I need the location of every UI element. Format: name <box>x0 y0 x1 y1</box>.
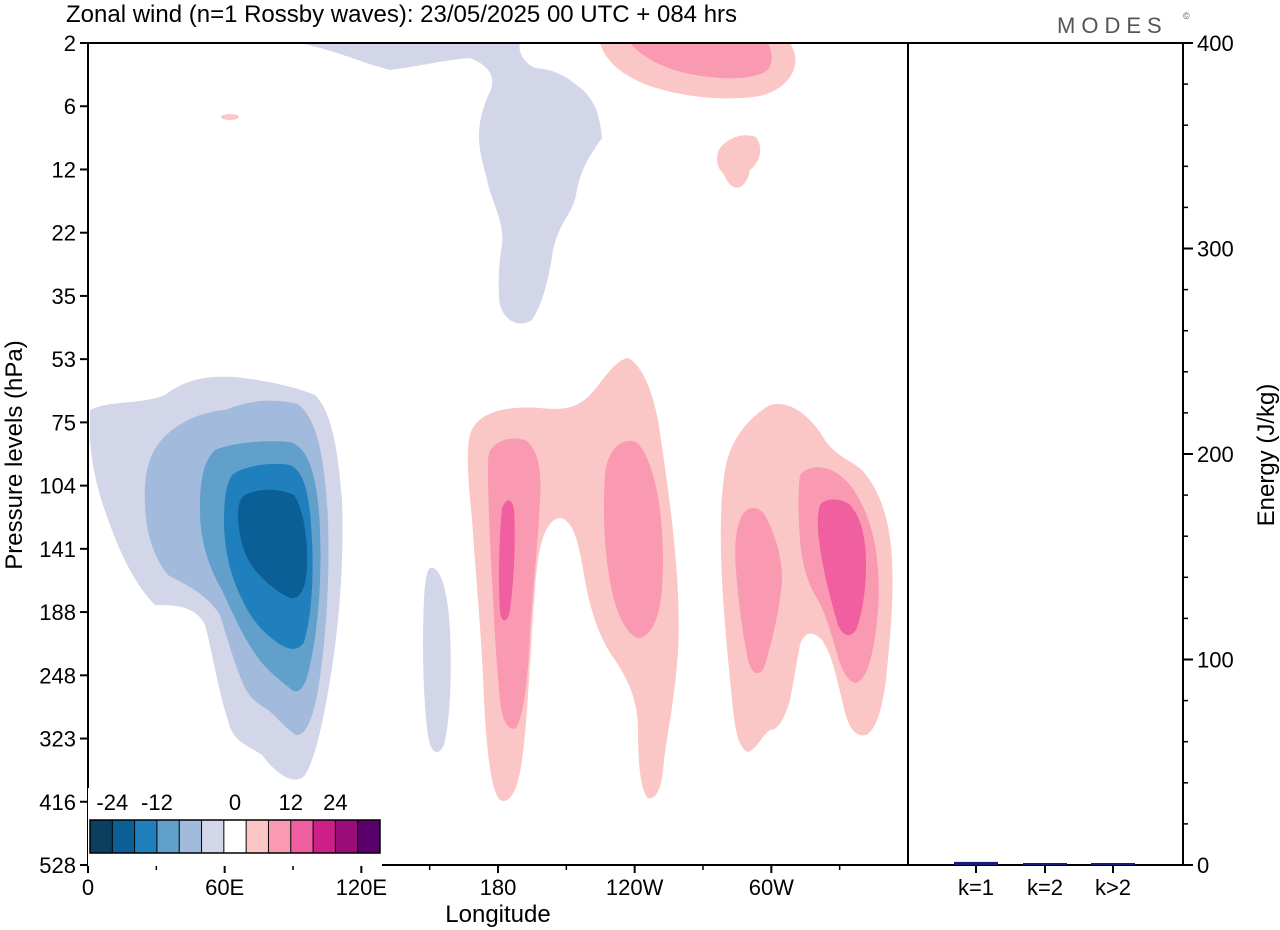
energy-category-label: k=2 <box>1027 875 1063 900</box>
contour-positive-east-l2a <box>735 508 782 674</box>
longitude-axis: 0 60E 120E 180 120W 60W <box>82 865 841 900</box>
energy-panel-frame <box>907 42 1184 866</box>
x-axis-title: Longitude <box>445 901 550 928</box>
energy-tick-label: 0 <box>1197 853 1209 878</box>
colorbar-label: -24 <box>96 790 128 815</box>
colorbar: -24 -12 0 12 24 <box>88 788 382 866</box>
colorbar-swatch <box>201 820 225 853</box>
pressure-axis: 2 6 12 22 35 53 75 104 141 188 248 323 416 528 <box>39 31 88 878</box>
energy-axis: 0 100 200 300 400 <box>1183 31 1234 878</box>
pressure-tick-label: 53 <box>52 347 76 372</box>
colorbar-swatch <box>313 820 336 853</box>
pressure-tick-label: 528 <box>39 853 76 878</box>
longitude-tick-label: 120E <box>336 875 387 900</box>
longitude-tick-label: 180 <box>480 875 517 900</box>
brand-copyright-mark: © <box>1183 11 1190 21</box>
pressure-tick-label: 248 <box>39 663 76 688</box>
contour-positive-180-l2b <box>604 440 663 638</box>
colorbar-label: 24 <box>323 790 347 815</box>
colorbar-swatch <box>179 820 203 853</box>
colorbar-swatch <box>357 820 381 853</box>
pressure-tick-label: 104 <box>39 474 76 499</box>
energy-bar <box>1091 863 1135 865</box>
colorbar-swatch <box>335 820 359 853</box>
contour-positive-180-l2a <box>488 438 541 729</box>
colorbar-label: -12 <box>141 790 173 815</box>
contour-positive-speck <box>221 114 239 120</box>
longitude-tick-label: 120W <box>606 875 664 900</box>
contour-positive-east-l3 <box>817 499 866 636</box>
energy-tick-label: 200 <box>1197 442 1234 467</box>
energy-category-label: k=1 <box>958 875 994 900</box>
contour-positive-180-l3 <box>498 500 515 621</box>
chart-title: Zonal wind (n=1 Rossby waves): 23/05/202… <box>66 1 737 28</box>
energy-tick-label: 400 <box>1197 31 1234 56</box>
pressure-tick-label: 6 <box>64 94 76 119</box>
colorbar-swatch <box>268 820 292 853</box>
colorbar-label: 0 <box>229 790 241 815</box>
contour-positive-small <box>717 135 761 188</box>
longitude-tick-label: 0 <box>82 875 94 900</box>
energy-bar <box>1023 863 1067 865</box>
pressure-tick-label: 12 <box>52 157 76 182</box>
colorbar-swatch <box>156 820 180 853</box>
colorbar-frame <box>89 819 381 854</box>
pressure-tick-label: 416 <box>39 790 76 815</box>
colorbar-swatch <box>223 820 247 853</box>
energy-tick-label: 100 <box>1197 648 1234 673</box>
colorbar-swatch <box>246 820 269 853</box>
pressure-tick-label: 188 <box>39 600 76 625</box>
contour-negative-upper-tongue <box>300 43 602 324</box>
energy-bars: k=1 k=2 k>2 <box>954 861 1135 900</box>
longitude-tick-label: 60E <box>205 875 244 900</box>
contour-negative-west-l5 <box>238 489 308 599</box>
pressure-tick-label: 22 <box>52 221 76 246</box>
colorbar-swatch <box>290 820 314 853</box>
energy-category-label: k>2 <box>1095 875 1131 900</box>
energy-bar <box>954 861 998 865</box>
pressure-tick-label: 35 <box>52 284 76 309</box>
pressure-tick-label: 141 <box>39 537 76 562</box>
colorbar-swatch <box>90 820 113 853</box>
colorbar-label: 12 <box>279 790 303 815</box>
contour-plot-area <box>90 43 893 865</box>
y-axis-title: Pressure levels (hPa) <box>1 340 28 569</box>
brand-logo: MODES <box>1057 13 1168 38</box>
energy-tick-label: 300 <box>1197 237 1234 262</box>
longitude-tick-label: 60W <box>749 875 794 900</box>
pressure-tick-label: 75 <box>52 410 76 435</box>
colorbar-swatch <box>112 820 136 853</box>
contour-positive-upper-l2 <box>630 43 772 79</box>
colorbar-swatch <box>134 820 158 853</box>
energy-axis-title: Energy (J/kg) <box>1253 384 1280 527</box>
contour-negative-sliver <box>423 567 451 753</box>
pressure-tick-label: 323 <box>39 727 76 752</box>
pressure-tick-label: 2 <box>64 31 76 56</box>
